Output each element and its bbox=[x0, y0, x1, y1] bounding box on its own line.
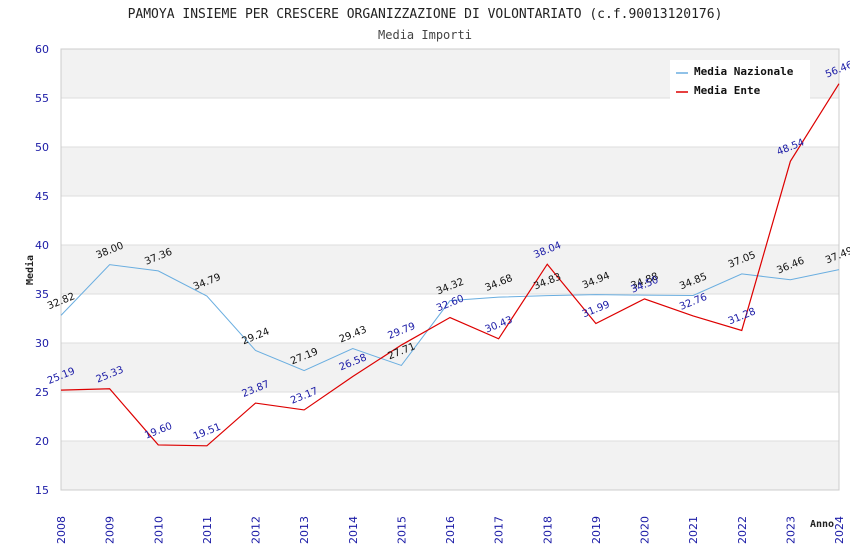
x-tick-label: 2011 bbox=[201, 516, 214, 544]
background-bands bbox=[61, 49, 839, 490]
x-axis-label: Anno bbox=[810, 519, 834, 530]
background-band bbox=[61, 343, 839, 392]
series-lines bbox=[60, 83, 840, 447]
x-tick-label: 2010 bbox=[152, 516, 165, 544]
x-tick-label: 2009 bbox=[104, 516, 117, 544]
y-tick-label: 25 bbox=[35, 386, 49, 399]
x-axis-ticks: 2008 2009 2010 2011 2012 2013 2014 2015 2016 2017… bbox=[55, 516, 846, 544]
legend-box bbox=[670, 60, 810, 100]
x-tick-label: 2012 bbox=[250, 516, 263, 544]
x-tick-label: 2015 bbox=[395, 516, 408, 544]
x-tick-label: 2018 bbox=[541, 516, 554, 544]
gridlines bbox=[61, 48, 839, 491]
y-axis-label: Media bbox=[24, 255, 36, 285]
y-tick-label: 30 bbox=[35, 337, 49, 350]
y-tick-label: 40 bbox=[35, 239, 49, 252]
x-tick-label: 2019 bbox=[590, 516, 603, 544]
y-tick-label: 15 bbox=[35, 484, 49, 497]
data-label: 31.28 bbox=[727, 306, 758, 327]
data-label: 30.43 bbox=[484, 315, 515, 336]
x-tick-label: 2024 bbox=[833, 516, 846, 544]
background-band bbox=[61, 245, 839, 294]
chart-title: PAMOYA INSIEME PER CRESCERE ORGANIZZAZIO… bbox=[128, 7, 723, 22]
background-band bbox=[61, 441, 839, 490]
legend: Media Nazionale Media Ente bbox=[670, 60, 810, 100]
x-tick-label: 2023 bbox=[784, 516, 797, 544]
x-tick-label: 2021 bbox=[687, 516, 700, 544]
y-tick-label: 50 bbox=[35, 141, 49, 154]
y-tick-label: 35 bbox=[35, 288, 49, 301]
x-tick-label: 2008 bbox=[55, 516, 68, 544]
x-tick-label: 2020 bbox=[639, 516, 652, 544]
series-line-media-ente bbox=[60, 83, 840, 447]
x-tick-label: 2022 bbox=[736, 516, 749, 544]
series-line-media-nazionale bbox=[60, 264, 840, 372]
data-label: 19.51 bbox=[192, 422, 223, 443]
y-tick-label: 60 bbox=[35, 43, 49, 56]
chart-subtitle: Media Importi bbox=[378, 28, 472, 42]
x-tick-label: 2014 bbox=[347, 516, 360, 544]
data-label: 29.43 bbox=[338, 324, 369, 345]
y-tick-label: 45 bbox=[35, 190, 49, 203]
x-tick-label: 2013 bbox=[298, 516, 311, 544]
y-axis-ticks: 15 20 25 30 35 40 45 50 55 60 bbox=[35, 43, 49, 497]
plot-border bbox=[60, 48, 840, 491]
y-tick-label: 20 bbox=[35, 435, 49, 448]
data-label: 19.60 bbox=[143, 421, 174, 442]
legend-label-ente: Media Ente bbox=[694, 84, 761, 97]
background-band bbox=[61, 147, 839, 196]
data-label: 31.99 bbox=[581, 299, 612, 320]
y-tick-label: 55 bbox=[35, 92, 49, 105]
x-tick-label: 2016 bbox=[444, 516, 457, 544]
x-tick-label: 2017 bbox=[493, 516, 506, 544]
legend-label-nazionale: Media Nazionale bbox=[694, 65, 794, 78]
